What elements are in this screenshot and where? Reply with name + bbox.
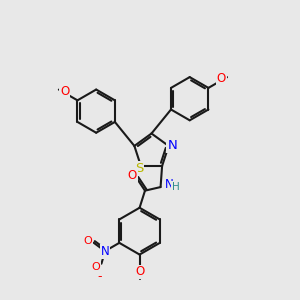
Text: S: S [135,162,143,175]
Text: O: O [92,262,100,272]
Text: H: H [172,182,180,192]
Text: O: O [84,236,93,246]
Text: O: O [217,73,226,85]
Text: N: N [101,244,110,258]
Text: O: O [60,85,69,98]
Text: O: O [135,266,144,278]
Text: N: N [167,140,177,152]
Text: O: O [128,169,137,182]
Text: N: N [165,178,174,191]
Text: -: - [98,270,102,283]
